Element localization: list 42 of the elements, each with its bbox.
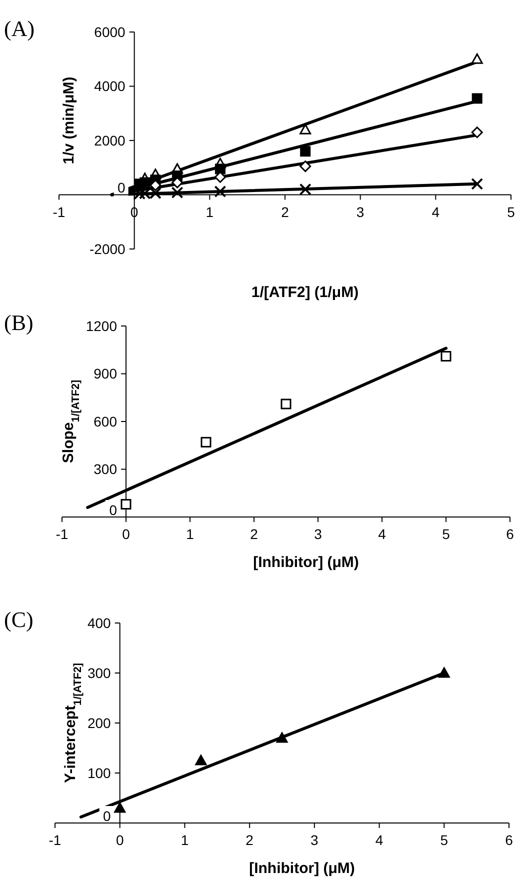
x-tick-label: -1	[48, 832, 62, 848]
y-tick-label: 0	[109, 502, 118, 518]
x-tick-label: 6	[506, 526, 514, 542]
x-tick-label: 1	[186, 526, 194, 542]
x-tick-label: 2	[250, 526, 258, 542]
x-tick-label: 3	[310, 832, 319, 848]
y-tick-label: 2000	[94, 132, 126, 148]
x-tick-label: 2	[281, 204, 290, 220]
x-tick-label: 5	[442, 526, 450, 542]
x-axis-title: [Inhibitor] (μM)	[249, 860, 355, 877]
y-tick-label: 1200	[86, 318, 118, 334]
y-axis-title: 1/v (min/μM)	[60, 76, 78, 164]
y-tick-label: 300	[94, 461, 118, 478]
x-tick-label: 3	[314, 526, 322, 542]
x-tick-label: 6	[505, 832, 514, 848]
y-tick-label: 100	[88, 764, 112, 781]
y-tick-label: 200	[88, 714, 112, 731]
x-tick-label: 4	[378, 526, 386, 542]
y-tick-label: 400	[88, 614, 112, 631]
y-tick-label: 300	[88, 664, 112, 681]
x-tick-label: 1	[206, 204, 214, 220]
y-tick-label: 900	[94, 366, 118, 382]
x-tick-label: -1	[56, 526, 68, 542]
y-tick-label: 6000	[94, 24, 126, 40]
x-tick-label: 1	[180, 832, 189, 848]
chart-title: (C)	[4, 607, 34, 632]
y-tick-label: 4000	[94, 78, 126, 94]
y-tick-label: 0	[103, 808, 112, 824]
chart-title: (B)	[4, 310, 34, 335]
y-tick-label: 0	[118, 180, 126, 196]
x-tick-label: 5	[440, 832, 448, 848]
x-tick-label: -1	[52, 204, 66, 220]
x-tick-label: 4	[432, 204, 440, 220]
x-tick-label: 5	[507, 204, 516, 220]
x-tick-label: 3	[356, 204, 364, 220]
y-tick-label: 600	[94, 413, 118, 430]
x-axis-title: 1/[ATF2] (1/μM)	[251, 284, 359, 301]
x-axis-title: [Inhibitor] (μM)	[253, 554, 359, 571]
x-tick-label: 2	[246, 832, 254, 848]
x-tick-label: 4	[375, 832, 384, 848]
chart-title: (A)	[4, 16, 35, 41]
y-tick-label: -2000	[90, 240, 126, 257]
